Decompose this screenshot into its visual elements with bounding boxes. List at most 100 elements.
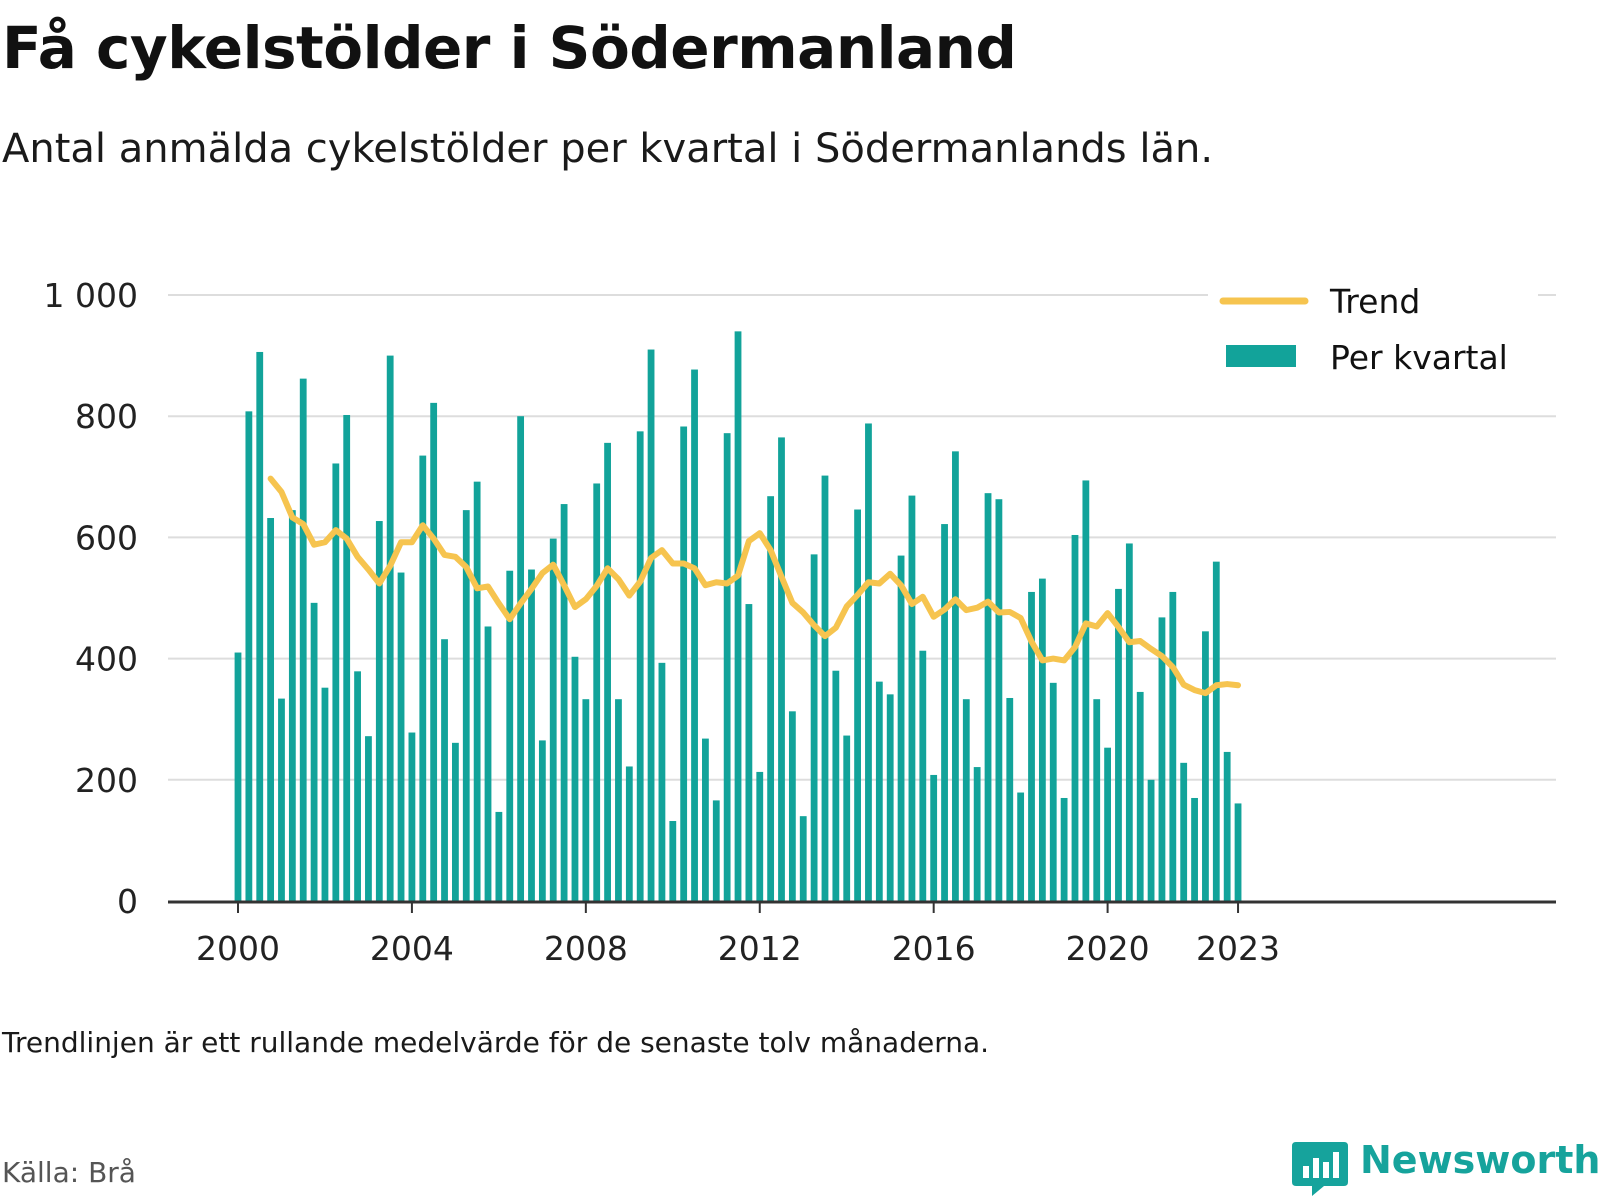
bar	[712, 800, 720, 901]
legend-bar-swatch	[1226, 345, 1296, 367]
bar	[886, 694, 894, 901]
x-tick-label: 2020	[1066, 929, 1150, 968]
bar	[973, 767, 981, 901]
bars-per-kvartal	[234, 331, 1242, 902]
bar	[702, 738, 709, 901]
bar	[647, 349, 655, 901]
y-tick-label: 800	[75, 397, 138, 436]
bar	[788, 711, 796, 901]
bar	[636, 431, 644, 901]
bar	[1169, 591, 1177, 901]
bar	[984, 493, 992, 901]
bar	[1071, 534, 1079, 901]
footnote: Trendlinjen är ett rullande medelvärde f…	[2, 1026, 990, 1059]
bar	[615, 699, 622, 901]
legend-trend-label: Trend	[1329, 282, 1420, 321]
bar	[484, 626, 492, 901]
bar	[680, 426, 688, 901]
bar	[1136, 691, 1144, 901]
bar	[593, 483, 601, 901]
bar	[549, 538, 557, 901]
bar	[1202, 631, 1209, 901]
bar	[625, 766, 633, 901]
bar	[919, 650, 927, 901]
bar	[941, 524, 948, 901]
bar	[1017, 792, 1025, 901]
bar	[875, 681, 883, 901]
bar	[1049, 682, 1057, 901]
bar	[1147, 779, 1155, 901]
bar	[810, 554, 818, 901]
x-tick-label: 2016	[892, 929, 976, 968]
newsworthy-logo-icon	[1292, 1142, 1348, 1196]
bar	[386, 355, 394, 902]
bar	[288, 510, 296, 901]
bar	[278, 698, 285, 901]
bar	[832, 670, 840, 901]
bar	[354, 671, 361, 901]
bar	[930, 774, 938, 901]
bar	[1234, 803, 1242, 901]
trend-line-layer	[267, 475, 1242, 697]
bar	[723, 433, 731, 901]
bar	[538, 740, 546, 901]
bar	[1028, 591, 1035, 901]
bar	[799, 816, 807, 901]
bar	[1038, 578, 1046, 901]
bar	[419, 455, 427, 901]
y-axis-ticks: 0 200 400 600 800 1 000	[44, 276, 138, 921]
bar	[1093, 699, 1101, 901]
bar	[473, 481, 481, 901]
x-tick-label: 2023	[1196, 929, 1280, 968]
bar	[1104, 747, 1111, 901]
bar	[462, 510, 470, 901]
bar	[1006, 697, 1014, 901]
bar	[1115, 588, 1122, 901]
bar	[528, 569, 535, 901]
bar	[234, 652, 242, 901]
bar	[734, 331, 742, 901]
bar	[1125, 543, 1133, 901]
bar	[1223, 751, 1231, 901]
bar	[658, 662, 666, 901]
bar	[397, 572, 405, 901]
bar	[495, 811, 503, 901]
bar	[452, 742, 459, 901]
bar	[962, 699, 970, 901]
bar	[821, 475, 829, 901]
x-tick-label: 2008	[544, 929, 628, 968]
bar	[365, 736, 372, 901]
bar	[321, 687, 329, 901]
bar	[441, 639, 448, 901]
bar	[1180, 762, 1188, 901]
bar	[952, 451, 959, 901]
bar	[408, 732, 416, 901]
bar	[669, 821, 677, 901]
bar	[256, 351, 264, 902]
bar	[343, 414, 351, 901]
x-tick-label: 2012	[718, 929, 802, 968]
bar	[332, 463, 340, 901]
bar	[1212, 561, 1220, 901]
bar	[299, 378, 307, 901]
x-axis-ticks: 2000 2004 2008 2012 2016 2020 2023	[196, 902, 1280, 968]
bar	[745, 604, 753, 901]
y-tick-label: 1 000	[44, 276, 138, 315]
y-tick-label: 400	[75, 640, 138, 679]
bar	[430, 402, 438, 901]
y-tick-label: 200	[75, 761, 138, 800]
bar	[854, 509, 861, 901]
bar	[560, 504, 568, 901]
bar	[767, 496, 775, 901]
bar	[995, 499, 1003, 901]
brand-name: Newsworthy	[1360, 1138, 1600, 1182]
y-tick-label: 0	[117, 882, 138, 921]
bar	[1191, 797, 1198, 901]
bar	[843, 735, 851, 901]
bar	[756, 771, 764, 901]
x-tick-label: 2000	[196, 929, 280, 968]
trend-line	[267, 475, 1242, 697]
bar	[1060, 797, 1068, 901]
bar	[1082, 480, 1090, 901]
bar	[506, 570, 514, 901]
